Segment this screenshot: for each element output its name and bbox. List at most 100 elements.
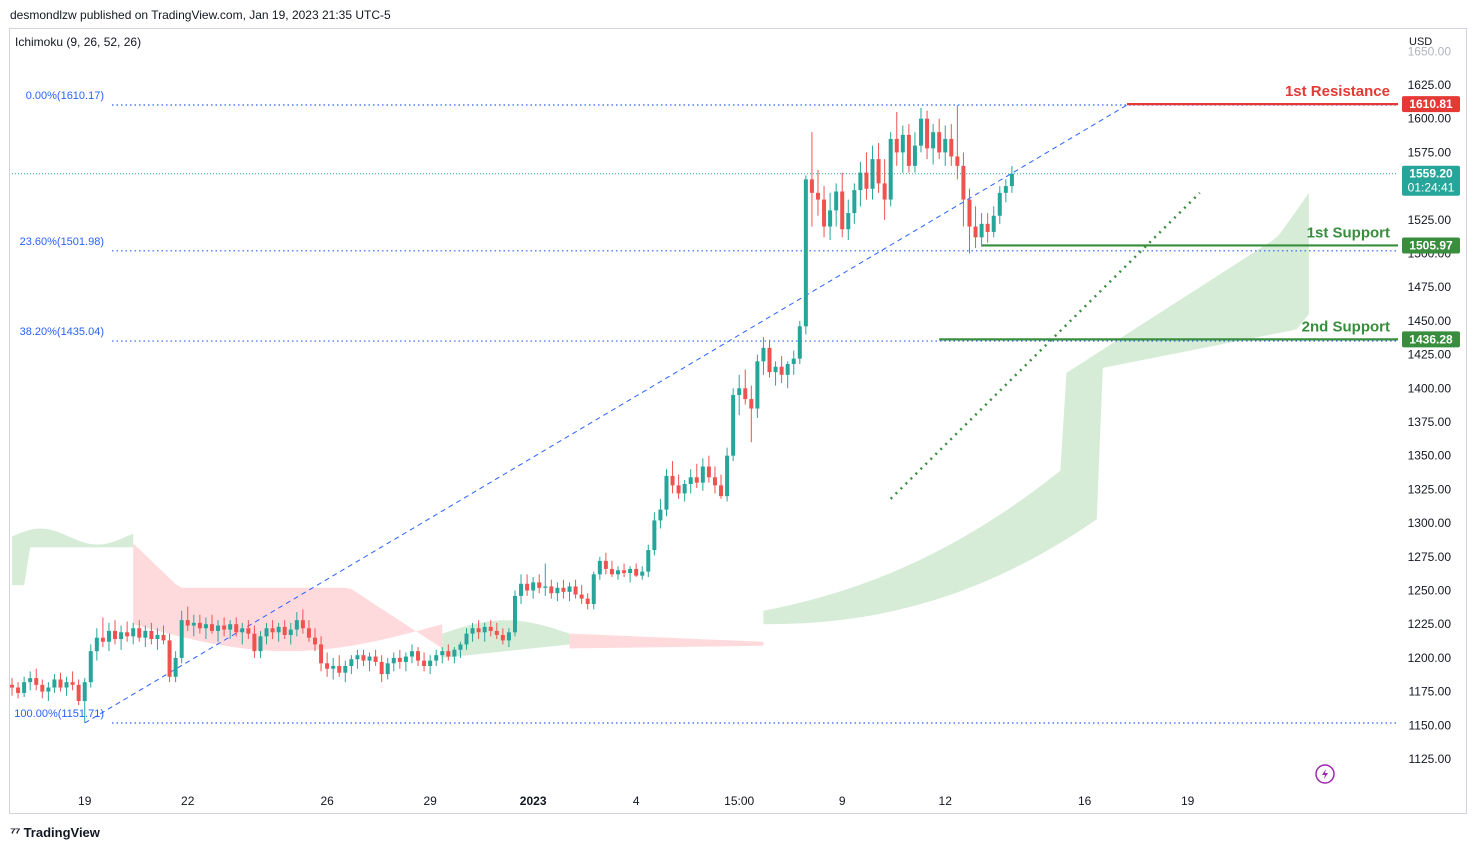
candle-body [840,191,845,230]
cloud-red-2 [569,633,764,649]
candle-body [500,634,505,641]
candle-body [925,118,930,149]
candle-body [397,657,402,662]
candle-body [137,628,142,638]
candle-body [712,477,717,486]
chart-frame [9,28,1467,814]
y-tick-label: 1325.00 [1408,482,1452,496]
candle-body [155,634,160,640]
candle-body [367,656,372,661]
tradingview-logo-icon: ⁷⁷ [10,824,21,840]
candle-body [882,183,887,200]
candle-body [252,633,257,652]
candle-body [476,628,481,633]
candle-body [76,684,81,702]
candle-body [113,630,118,640]
fib-diagonal [84,104,1128,724]
candle-body [555,587,560,594]
candle-body [434,655,439,661]
candle-body [494,630,499,635]
candle-body [385,663,390,675]
level-badge-1-bg [1402,237,1460,254]
candle-body [325,663,330,669]
candle-body [876,159,881,184]
level-label-0: 1st Resistance [1285,83,1390,100]
candle-body [791,358,796,365]
support-resistance-levels: 1st Resistance 1st Support 2nd Support [939,83,1398,341]
fib-label-2: 38.20%(1435.04) [20,326,104,338]
candle-body [470,628,475,634]
candle-body [773,366,778,373]
y-tick-label: 1600.00 [1408,112,1452,126]
candle-body [416,651,421,661]
candle-body [852,190,857,214]
candle-body [822,199,827,227]
candle-body [391,657,396,664]
current-price-badge-text: 1559.20 [1409,167,1453,181]
footer-brand[interactable]: ⁷⁷ TradingView [10,824,100,840]
candle-body [403,656,408,662]
candle-body [815,192,820,200]
candle-body [246,628,251,634]
x-tick-label: 16 [1078,794,1092,808]
candle-body [70,682,75,685]
candle-body [585,598,590,604]
lightning-icon[interactable] [1315,764,1335,784]
candle-body [749,399,754,409]
current-price-badge-bg [1402,165,1460,196]
candle-body [731,395,736,456]
y-tick-label: 1225.00 [1408,617,1452,631]
candle-body [755,361,760,409]
candle-body [100,637,105,642]
x-tick-label: 9 [839,794,846,808]
candle-body [40,684,45,692]
publisher-line: desmondlzw published on TradingView.com,… [10,8,391,22]
candle-body [240,628,245,633]
candle-body [16,687,21,693]
x-tick-label: 19 [1181,794,1195,808]
candle-body [209,624,214,631]
x-tick-label: 12 [939,794,953,808]
candle-body [682,484,687,494]
candle-body [409,651,414,657]
candle-body [894,138,899,153]
y-tick-label: 1575.00 [1408,145,1452,159]
candle-body [228,624,233,630]
candle-body [234,624,239,633]
candle-body [82,682,87,702]
candle-body [609,568,614,575]
candle-body [452,649,457,657]
candle-body [743,388,748,400]
candle-body [706,466,711,478]
candle-body [967,199,972,227]
candle-body [464,633,469,645]
candle-body [603,560,608,569]
x-tick-label: 4 [633,794,640,808]
candle-body [349,659,354,666]
candle-body [149,630,154,640]
candle-body [912,145,917,166]
candle-body [955,156,960,166]
candle-body [579,594,584,599]
candle-body [361,655,366,661]
candle-body [185,620,190,626]
candle-body [694,477,699,483]
cloud-green-3 [763,192,1309,625]
candle-body [761,347,766,362]
y-tick-label: 1125.00 [1409,752,1452,766]
candle-body [488,626,493,631]
y-tick-label: 1525.00 [1408,213,1452,227]
indicator-label[interactable]: Ichimoku (9, 26, 52, 26) [15,35,141,49]
y-tick-label: 1275.00 [1408,550,1452,564]
candle-body [670,475,675,486]
candle-body [828,210,833,227]
candle-body [88,651,93,683]
candle-body [276,626,281,633]
current-price-badge-countdown: 01:24:41 [1408,181,1455,195]
candle-body [519,583,524,596]
cloud-green-2 [442,620,570,658]
candle-body [288,629,293,635]
y-tick-label: 1400.00 [1408,381,1452,395]
